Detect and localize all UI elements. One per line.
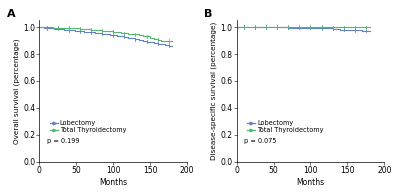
- Text: A: A: [7, 9, 16, 19]
- X-axis label: Months: Months: [296, 178, 324, 187]
- Text: B: B: [204, 9, 212, 19]
- Text: p = 0.075: p = 0.075: [244, 138, 276, 144]
- Legend: Lobectomy, Total Thyroidectomy: Lobectomy, Total Thyroidectomy: [50, 120, 126, 133]
- Y-axis label: Overall survival (percentage): Overall survival (percentage): [14, 38, 20, 144]
- Y-axis label: Disease-specific survival (percentage): Disease-specific survival (percentage): [211, 22, 218, 160]
- Text: p = 0.199: p = 0.199: [47, 138, 79, 144]
- X-axis label: Months: Months: [99, 178, 127, 187]
- Legend: Lobectomy, Total Thyroidectomy: Lobectomy, Total Thyroidectomy: [247, 120, 324, 133]
